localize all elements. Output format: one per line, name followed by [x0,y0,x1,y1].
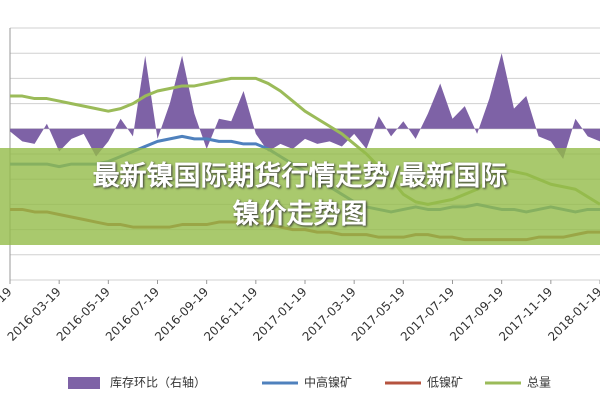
legend-swatch [68,377,100,389]
legend-label: 低镍矿 [427,376,463,390]
banner-title: 最新镍国际期货行情走势/最新国际镍价走势图 [92,161,508,230]
legend-label: 中高镍矿 [304,375,352,390]
legend-label: 总量 [527,376,551,390]
legend-label: 库存环比（右轴） [110,375,206,390]
banner: 最新镍国际期货行情走势/最新国际镍价走势图 [0,148,600,245]
area [10,53,600,160]
